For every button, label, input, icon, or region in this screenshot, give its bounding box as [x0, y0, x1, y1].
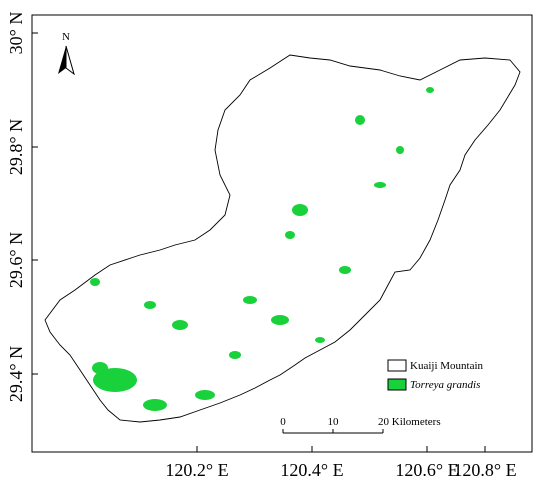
north-label: N — [62, 31, 70, 43]
x-label: 120.4° E — [280, 460, 343, 480]
legend-label: Torreya grandis — [410, 379, 480, 391]
legend-swatch — [387, 378, 407, 391]
torreya-patches — [90, 87, 434, 411]
x-label: 120.8° E — [453, 460, 516, 480]
scale-label: 20 Kilometers — [378, 416, 441, 428]
x-label: 120.2° E — [165, 460, 228, 480]
legend-label: Kuaiji Mountain — [410, 360, 484, 372]
y-label: 29.6° N — [6, 232, 26, 288]
y-label: 29.8° N — [6, 119, 26, 175]
scale-label: 10 — [328, 416, 340, 428]
legend: Kuaiji Mountain Torreya grandis — [387, 359, 484, 391]
north-arrow: N — [58, 31, 75, 76]
y-label: 30° N — [6, 12, 26, 55]
ticks — [32, 32, 486, 452]
scale-label: 0 — [280, 416, 286, 428]
x-label: 120.6° E — [395, 460, 458, 480]
y-label: 29.4° N — [6, 346, 26, 402]
legend-swatch — [387, 359, 407, 372]
scale-bar: 0 10 20 Kilometers — [280, 416, 441, 434]
y-labels: 30° N 29.8° N 29.6° N 29.4° N — [6, 12, 26, 402]
